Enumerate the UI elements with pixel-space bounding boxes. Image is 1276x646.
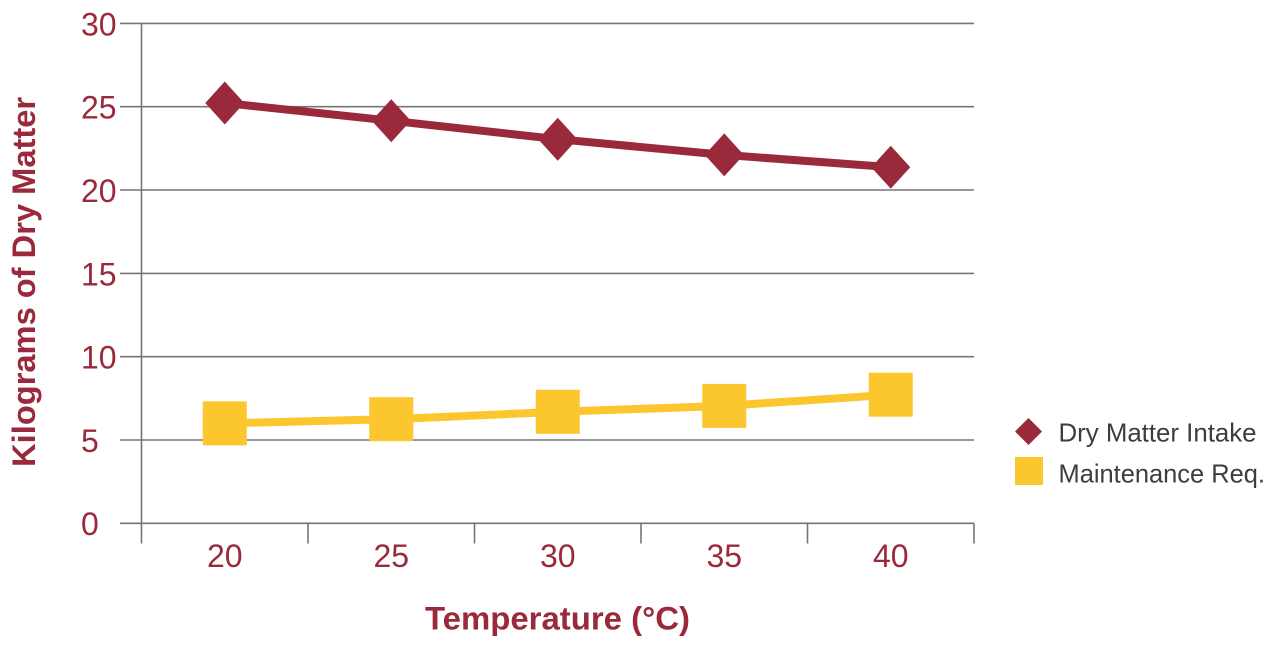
svg-text:Dry Matter Intake: Dry Matter Intake	[1059, 418, 1257, 448]
svg-text:10: 10	[81, 340, 117, 376]
svg-text:30: 30	[81, 6, 117, 42]
svg-text:25: 25	[81, 90, 117, 126]
svg-text:20: 20	[207, 538, 243, 574]
svg-text:5: 5	[81, 423, 99, 459]
svg-text:20: 20	[81, 173, 117, 209]
svg-text:35: 35	[706, 538, 742, 574]
svg-text:Maintenance Req.: Maintenance Req.	[1059, 459, 1266, 489]
svg-text:Kilograms of Dry Matter: Kilograms of Dry Matter	[6, 97, 42, 467]
svg-text:15: 15	[81, 256, 117, 292]
svg-text:0: 0	[81, 506, 99, 542]
svg-text:25: 25	[373, 538, 409, 574]
svg-text:Temperature (°C): Temperature (°C)	[425, 601, 690, 637]
svg-text:30: 30	[540, 538, 576, 574]
svg-text:40: 40	[873, 538, 909, 574]
